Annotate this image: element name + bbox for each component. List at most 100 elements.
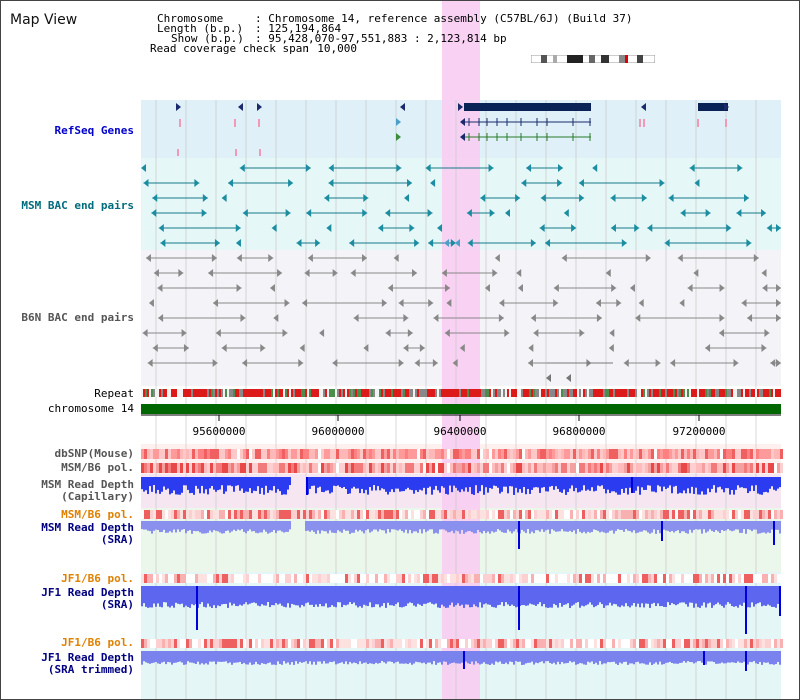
jf1-read-depth-trimmed-label-1[interactable]: JF1 Read Depth (41, 651, 134, 664)
read-depth-bar (331, 521, 333, 533)
jf1-read-depth-sra-label-1[interactable]: JF1 Read Depth (41, 586, 134, 599)
read-depth-bar (717, 586, 719, 603)
msm-read-depth-capillary-label-2[interactable]: (Capillary) (61, 490, 134, 503)
pol-heat-cell (390, 510, 393, 519)
msm-b6-pol-label-2[interactable]: MSM/B6 pol. (61, 508, 134, 521)
read-depth-bar (695, 586, 697, 604)
pol-heat-cell (429, 574, 432, 583)
jf1-read-depth-trimmed-label-2[interactable]: (SRA trimmed) (47, 663, 134, 676)
pol-heat-cell (531, 463, 534, 473)
pol-heat-cell (501, 510, 504, 519)
read-depth-bar (265, 586, 267, 606)
read-depth-bar (705, 651, 707, 665)
b6n-bac-end-pairs-label[interactable]: B6N BAC end pairs (21, 311, 134, 324)
repeat-segment (559, 389, 561, 397)
pol-heat-cell (699, 463, 702, 473)
read-depth-bar (269, 651, 271, 663)
pol-heat-cell (216, 510, 219, 519)
read-depth-bar (143, 586, 145, 604)
pol-heat-cell (615, 510, 618, 519)
read-depth-bar (255, 651, 257, 662)
chromosome-ideogram[interactable] (531, 55, 655, 63)
repeat-segment (639, 389, 641, 397)
feature-arrow (776, 359, 781, 367)
read-depth-spike (631, 477, 633, 493)
read-depth-bar (453, 477, 455, 486)
read-depth-bar (633, 521, 635, 531)
read-depth-bar (363, 521, 365, 534)
read-depth-bar (235, 586, 237, 606)
pol-heat-cell (435, 639, 438, 648)
read-depth-bar (493, 477, 495, 486)
read-depth-bar (689, 477, 691, 494)
read-depth-bar (379, 651, 381, 664)
pol-heat-cell (207, 510, 210, 519)
pol-heat-cell (588, 510, 591, 519)
read-depth-bar (153, 521, 155, 531)
repeat-segment (429, 389, 431, 397)
pol-heat-cell (228, 510, 231, 519)
pol-heat-cell (345, 639, 348, 648)
pol-heat-cell (681, 463, 684, 473)
read-depth-bar (275, 586, 277, 604)
pol-heat-cell (528, 639, 531, 648)
read-depth-bar (721, 477, 723, 490)
pol-heat-cell (651, 574, 654, 583)
read-depth-bar (597, 521, 599, 531)
msm-bac-end-pairs-label[interactable]: MSM BAC end pairs (21, 199, 134, 212)
feature-arrow (746, 239, 752, 247)
pol-heat-cell (726, 639, 729, 648)
feature-arrow (563, 209, 569, 217)
repeat-segment (683, 389, 685, 397)
pol-heat-cell (471, 574, 474, 583)
read-depth-bar (615, 586, 617, 605)
msm-read-depth-sra-label-1[interactable]: MSM Read Depth (41, 521, 134, 534)
repeat-segment (675, 389, 677, 397)
read-depth-bar (685, 521, 687, 533)
pol-heat-cell (174, 510, 177, 519)
repeat-segment (623, 389, 625, 397)
read-depth-bar (387, 586, 389, 603)
msm-read-depth-capillary-label-1[interactable]: MSM Read Depth (41, 478, 134, 491)
pol-heat-cell (405, 463, 408, 473)
pol-heat-cell (414, 510, 417, 519)
feature-arrow (460, 118, 465, 126)
feature-arrow (610, 224, 616, 232)
read-depth-bar (141, 651, 143, 665)
read-depth-bar (171, 586, 173, 606)
jf1-b6-pol-label-2[interactable]: JF1/B6 pol. (61, 636, 134, 649)
read-depth-bar (219, 521, 221, 533)
dbsnp-heat-cell (480, 449, 483, 459)
repeat-segment (487, 389, 489, 397)
read-depth-bar (687, 477, 689, 489)
read-depth-bar (751, 586, 753, 603)
repeat-segment (419, 389, 421, 397)
repeat-segment (769, 389, 771, 397)
pol-heat-cell (456, 574, 459, 583)
refseq-genes-label[interactable]: RefSeq Genes (54, 124, 134, 137)
feature-arrow (299, 344, 305, 352)
pol-heat-cell (435, 463, 438, 473)
repeat-segment (213, 389, 215, 397)
pol-heat-cell (429, 639, 432, 648)
read-depth-bar (403, 586, 405, 607)
repeat-segment (373, 389, 375, 397)
pol-heat-cell (465, 463, 468, 473)
msm-read-depth-sra-label-2[interactable]: (SRA) (100, 533, 134, 546)
read-depth-bar (279, 586, 281, 604)
pol-heat-cell (351, 510, 354, 519)
read-depth-bar (481, 651, 483, 664)
msm-b6-pol-label[interactable]: MSM/B6 pol. (61, 461, 134, 474)
jf1-read-depth-sra-label-2[interactable]: (SRA) (100, 598, 134, 611)
repeat-segment (173, 389, 175, 397)
read-depth-bar (567, 477, 569, 493)
pol-heat-cell (429, 463, 432, 473)
pol-heat-cell (159, 574, 162, 583)
pol-heat-cell (207, 463, 210, 473)
jf1-b6-pol-label-1[interactable]: JF1/B6 pol. (61, 572, 134, 585)
repeat-segment (313, 389, 315, 397)
read-depth-bar (191, 586, 193, 605)
dbsnp-label[interactable]: dbSNP(Mouse) (54, 447, 134, 460)
dbsnp-heat-cell (654, 449, 657, 459)
